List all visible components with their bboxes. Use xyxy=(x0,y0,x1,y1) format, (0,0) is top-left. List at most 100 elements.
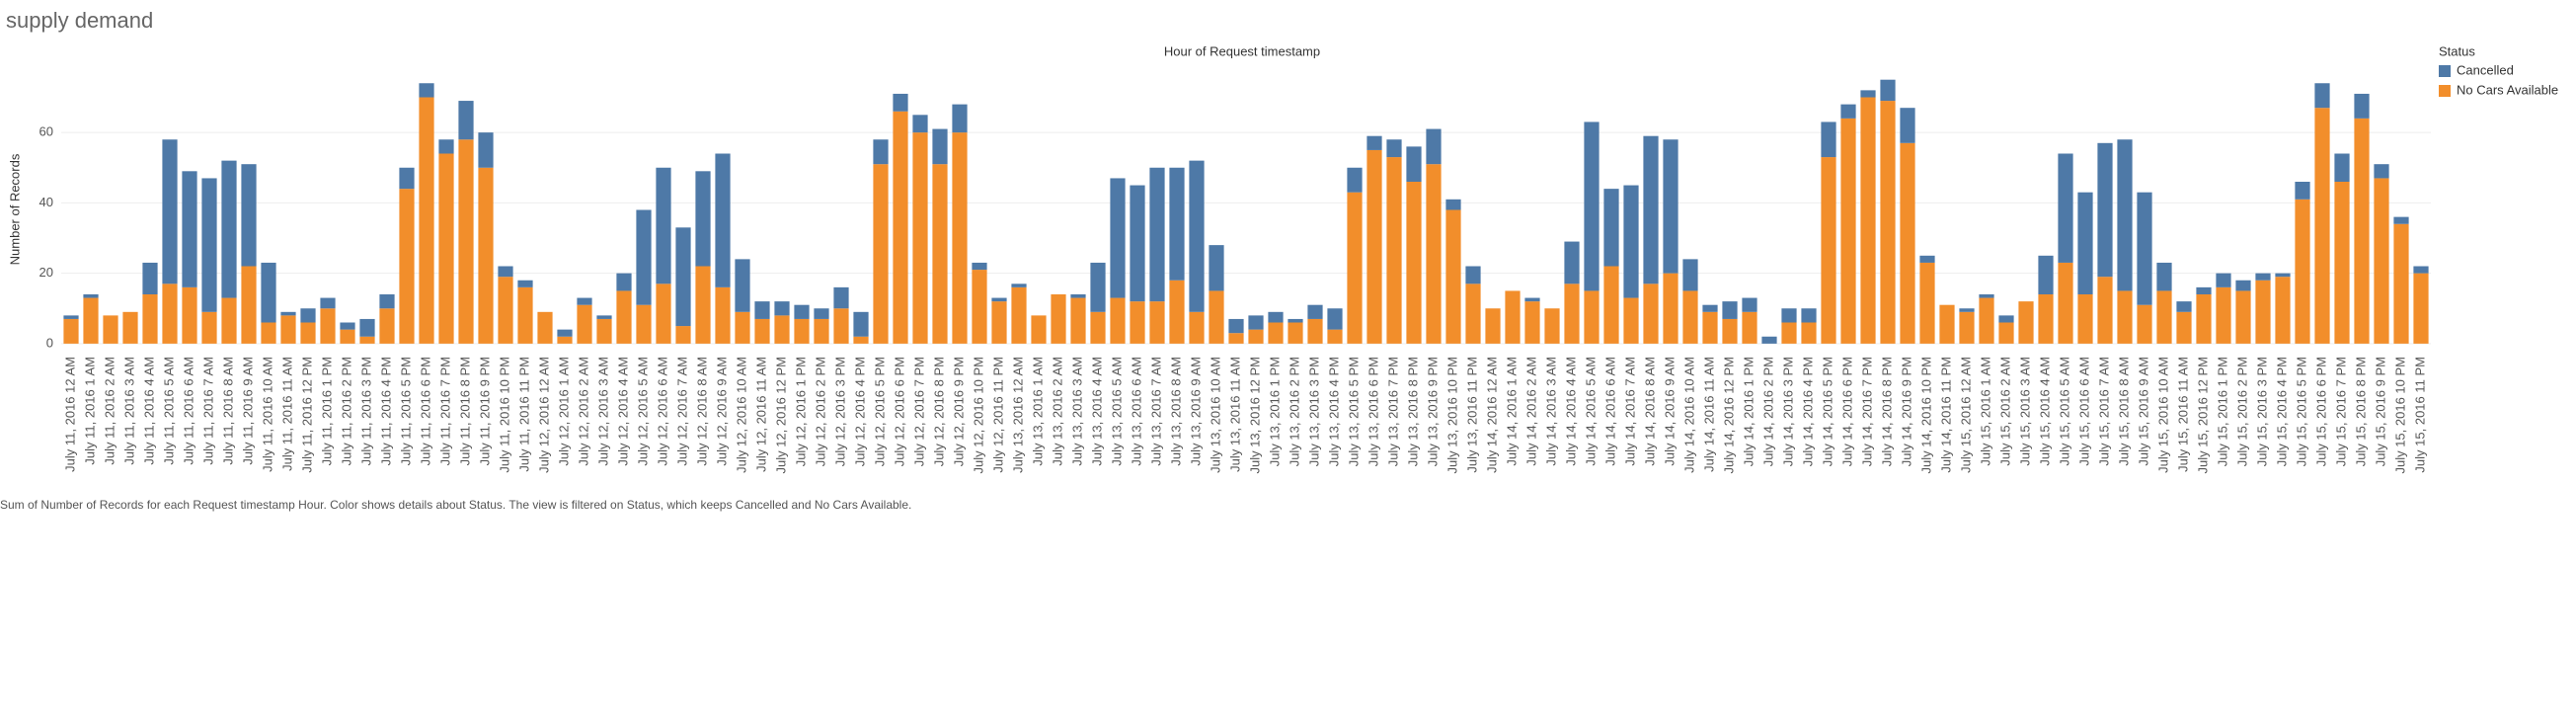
bar-segment xyxy=(1386,157,1402,344)
bar-segment xyxy=(754,318,770,344)
bar-segment xyxy=(1682,259,1698,291)
bar-segment xyxy=(2275,277,2291,344)
y-tick-label: 0 xyxy=(46,335,53,350)
bar-segment xyxy=(399,189,415,344)
bar-segment xyxy=(1564,241,1580,284)
bar-segment xyxy=(1821,121,1836,158)
bar-segment xyxy=(695,171,711,267)
bar-segment xyxy=(63,315,79,319)
bar-segment xyxy=(1584,121,1600,291)
x-tick-label: July 11, 2016 3 PM xyxy=(358,357,373,465)
bar-segment xyxy=(201,178,217,312)
bar-segment xyxy=(735,259,750,312)
x-tick-label: July 11, 2016 9 AM xyxy=(240,357,255,465)
bar-segment xyxy=(557,336,573,344)
bar-segment xyxy=(1682,290,1698,344)
bar-segment xyxy=(2038,255,2054,294)
bar-segment xyxy=(1268,322,1284,344)
bar-segment xyxy=(1860,90,1876,98)
x-tick-label: July 13, 2016 4 PM xyxy=(1326,357,1341,466)
bar-segment xyxy=(2235,290,2251,344)
x-tick-label: July 13, 2016 7 PM xyxy=(1385,357,1400,466)
bar-segment xyxy=(2314,83,2330,109)
bar-segment xyxy=(1288,322,1303,344)
x-tick-label: July 11, 2016 4 AM xyxy=(141,357,156,465)
bar-segment xyxy=(1011,283,1027,287)
bar-segment xyxy=(1445,199,1461,210)
x-tick-label: July 15, 2016 11 AM xyxy=(2175,357,2190,472)
x-tick-label: July 11, 2016 5 PM xyxy=(398,357,413,465)
bar-segment xyxy=(2216,273,2231,287)
bar-segment xyxy=(636,304,652,344)
bar-segment xyxy=(2255,280,2271,344)
x-tick-label: July 15, 2016 9 PM xyxy=(2373,357,2387,466)
bar-segment xyxy=(656,283,671,344)
bar-segment xyxy=(1821,157,1836,344)
x-tick-label: July 15, 2016 7 PM xyxy=(2333,357,2348,466)
bar-segment xyxy=(438,139,454,154)
x-tick-label: July 15, 2016 4 AM xyxy=(2037,357,2052,466)
bar-segment xyxy=(577,297,592,305)
bar-segment xyxy=(1603,189,1619,267)
bar-segment xyxy=(1603,266,1619,344)
bar-segment xyxy=(2255,273,2271,281)
bar-segment xyxy=(1919,255,1935,263)
bar-segment xyxy=(1702,311,1718,344)
x-tick-label: July 11, 2016 11 PM xyxy=(516,357,531,472)
bar-segment xyxy=(656,167,671,284)
x-tick-label: July 12, 2016 8 AM xyxy=(694,357,709,466)
bar-segment xyxy=(1288,318,1303,323)
bar-segment xyxy=(83,294,99,298)
x-tick-label: July 14, 2016 2 AM xyxy=(1523,357,1538,466)
bar-segment xyxy=(1347,167,1363,193)
x-tick-label: July 15, 2016 2 AM xyxy=(1997,357,2012,466)
x-tick-label: July 12, 2016 11 PM xyxy=(990,357,1005,473)
x-tick-label: July 12, 2016 6 PM xyxy=(892,357,906,466)
x-tick-label: July 11, 2016 8 AM xyxy=(220,357,235,465)
bar-segment xyxy=(1505,290,1521,344)
bar-segment xyxy=(1070,294,1086,298)
bar-segment xyxy=(340,329,355,344)
bar-segment xyxy=(419,83,434,98)
x-tick-label: July 14, 2016 8 AM xyxy=(1642,357,1657,466)
bar-segment xyxy=(498,266,513,278)
x-tick-label: July 15, 2016 4 PM xyxy=(2274,357,2289,466)
bar-segment xyxy=(1880,101,1896,344)
x-tick-label: July 14, 2016 4 AM xyxy=(1563,357,1578,466)
bar-segment xyxy=(1722,318,1738,344)
x-tick-label: July 14, 2016 10 PM xyxy=(1918,357,1933,474)
x-tick-label: July 15, 2016 5 AM xyxy=(2057,357,2071,466)
x-tick-label: July 12, 2016 12 AM xyxy=(536,357,551,473)
bar-segment xyxy=(833,308,849,344)
y-tick-label: 40 xyxy=(39,195,53,209)
bar-segment xyxy=(241,266,257,344)
x-tick-label: July 11, 2016 7 AM xyxy=(200,357,215,465)
bar-segment xyxy=(1801,322,1817,344)
x-tick-label: July 11, 2016 12 AM xyxy=(62,357,77,472)
bar-segment xyxy=(2137,192,2152,305)
x-tick-label: July 14, 2016 5 PM xyxy=(1820,357,1834,466)
caption: Sum of Number of Records for each Reques… xyxy=(0,498,911,512)
bar-segment xyxy=(1623,297,1639,344)
x-tick-label: July 12, 2016 10 AM xyxy=(734,357,748,473)
bar-segment xyxy=(1761,336,1777,344)
bar-segment xyxy=(1386,139,1402,158)
bar-segment xyxy=(1979,297,1994,344)
bar-segment xyxy=(853,311,869,337)
bar-segment xyxy=(1564,283,1580,344)
bar-segment xyxy=(1110,297,1126,344)
bar-segment xyxy=(83,297,99,344)
bar-segment xyxy=(142,294,158,344)
bar-segment xyxy=(2156,262,2172,291)
bar-segment xyxy=(2235,280,2251,291)
bar-segment xyxy=(103,315,118,344)
bar-segment xyxy=(379,308,395,344)
bar-segment xyxy=(912,115,928,133)
x-tick-label: July 13, 2016 6 PM xyxy=(1366,357,1380,466)
x-tick-label: July 15, 2016 3 PM xyxy=(2254,357,2269,466)
bar-segment xyxy=(952,132,968,344)
bar-segment xyxy=(636,209,652,305)
bar-segment xyxy=(1524,297,1540,302)
bar-segment xyxy=(1702,304,1718,312)
